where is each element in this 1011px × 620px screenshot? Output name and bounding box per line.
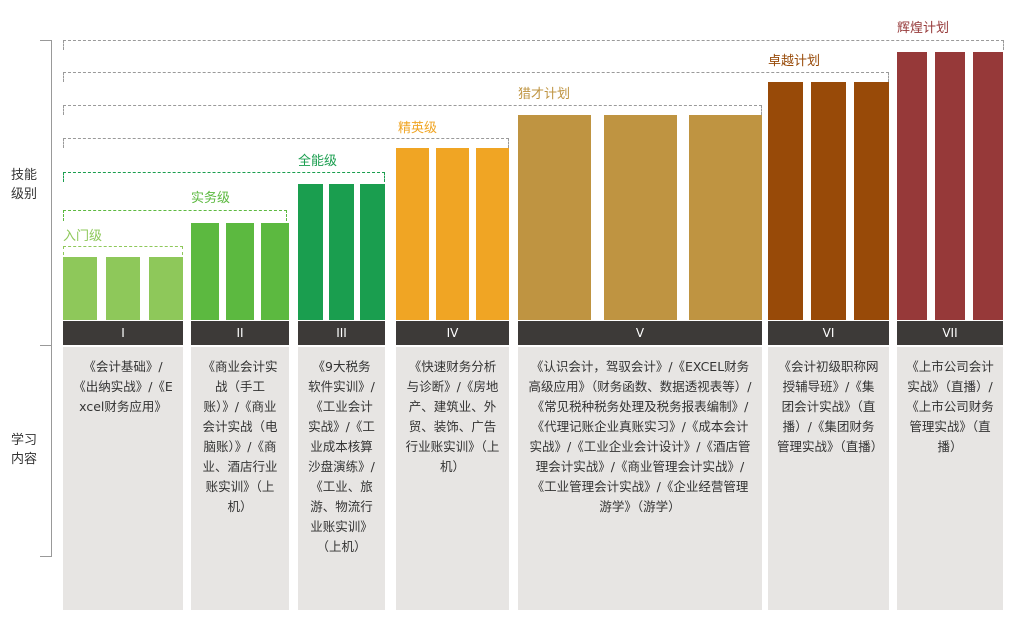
content-elite: 《快速财务分析与诊断》/《房地产、建筑业、外贸、装饰、广告行业账实训》（上机） (396, 347, 509, 610)
level-name-cheetah: 猎才计划 (518, 87, 571, 102)
axis-line-bottom (51, 345, 52, 556)
bar-elite-3 (476, 148, 509, 320)
level-name-excellence: 卓越计划 (768, 54, 821, 69)
axis-tick-top (40, 40, 52, 41)
level-bracket-allround (63, 172, 385, 182)
level-bracket-excellence (63, 72, 889, 82)
skill-level-label-line2: 级别 (10, 187, 37, 202)
bar-practice-3 (261, 223, 289, 320)
numeral-entry: I (63, 321, 183, 345)
level-name-allround: 全能级 (298, 154, 338, 169)
bar-practice-2 (226, 223, 254, 320)
bar-allround-1 (298, 184, 323, 320)
content-cheetah: 《认识会计，驾驭会计》/《EXCEL财务高级应用》（财务函数、数据透视表等）/《… (518, 347, 762, 610)
bar-group-practice (191, 223, 289, 320)
numeral-elite: IV (396, 321, 509, 345)
bar-excellence-3 (854, 82, 889, 320)
bar-entry-1 (63, 257, 97, 320)
bar-brilliant-2 (935, 52, 965, 320)
bar-entry-3 (149, 257, 183, 320)
numeral-practice: II (191, 321, 289, 345)
bar-group-elite (396, 148, 509, 320)
numeral-brilliant: VII (897, 321, 1003, 345)
content-practice: 《商业会计实战（手工账）》/《商业会计实战（电脑账）》/《商业、酒店行业账实训》… (191, 347, 289, 610)
bar-entry-2 (106, 257, 140, 320)
bar-allround-3 (360, 184, 385, 320)
skill-level-label: 技能 级别 (7, 166, 41, 204)
bar-excellence-2 (811, 82, 846, 320)
skill-level-label-line1: 技能 (10, 168, 37, 183)
study-content-label: 学习 内容 (7, 431, 41, 469)
bar-brilliant-1 (897, 52, 927, 320)
level-name-practice: 实务级 (191, 191, 231, 206)
bar-cheetah-3 (689, 115, 762, 320)
numeral-allround: III (298, 321, 385, 345)
level-bracket-practice (63, 210, 287, 221)
level-bracket-entry (63, 246, 183, 255)
axis-line-top (51, 40, 52, 345)
study-content-label-line1: 学习 (10, 433, 37, 448)
bar-group-entry (63, 257, 183, 320)
axis-tick-bottom (40, 556, 52, 557)
level-bracket-elite (63, 138, 509, 148)
bar-group-brilliant (897, 52, 1003, 320)
bar-practice-1 (191, 223, 219, 320)
level-name-elite: 精英级 (398, 121, 438, 136)
content-allround: 《9大税务软件实训》/《工业会计实战》/《工业成本核算沙盘演练》/《工业、旅游、… (298, 347, 385, 610)
bar-group-excellence (768, 82, 889, 320)
bar-excellence-1 (768, 82, 803, 320)
bar-group-allround (298, 184, 385, 320)
content-excellence: 《会计初级职称网授辅导班》/《集团会计实战》（直播）/《集团财务管理实战》（直播… (768, 347, 889, 610)
numeral-excellence: VI (768, 321, 889, 345)
study-content-label-line2: 内容 (10, 452, 37, 467)
bar-group-cheetah (518, 115, 762, 320)
content-entry: 《会计基础》/《出纳实战》/《Excel财务应用》 (63, 347, 183, 610)
level-name-brilliant: 辉煌计划 (897, 21, 950, 36)
numeral-cheetah: V (518, 321, 762, 345)
bar-elite-1 (396, 148, 429, 320)
bar-allround-2 (329, 184, 354, 320)
axis-tick-mid (40, 345, 52, 346)
content-brilliant: 《上市公司会计实战》（直播）/《上市公司财务管理实战》（直播） (897, 347, 1003, 610)
bar-cheetah-1 (518, 115, 591, 320)
bar-brilliant-3 (973, 52, 1003, 320)
bar-elite-2 (436, 148, 469, 320)
level-bracket-brilliant (63, 40, 1004, 50)
bar-cheetah-2 (603, 115, 677, 320)
level-bracket-cheetah (63, 105, 762, 115)
level-name-entry: 入门级 (63, 229, 103, 244)
